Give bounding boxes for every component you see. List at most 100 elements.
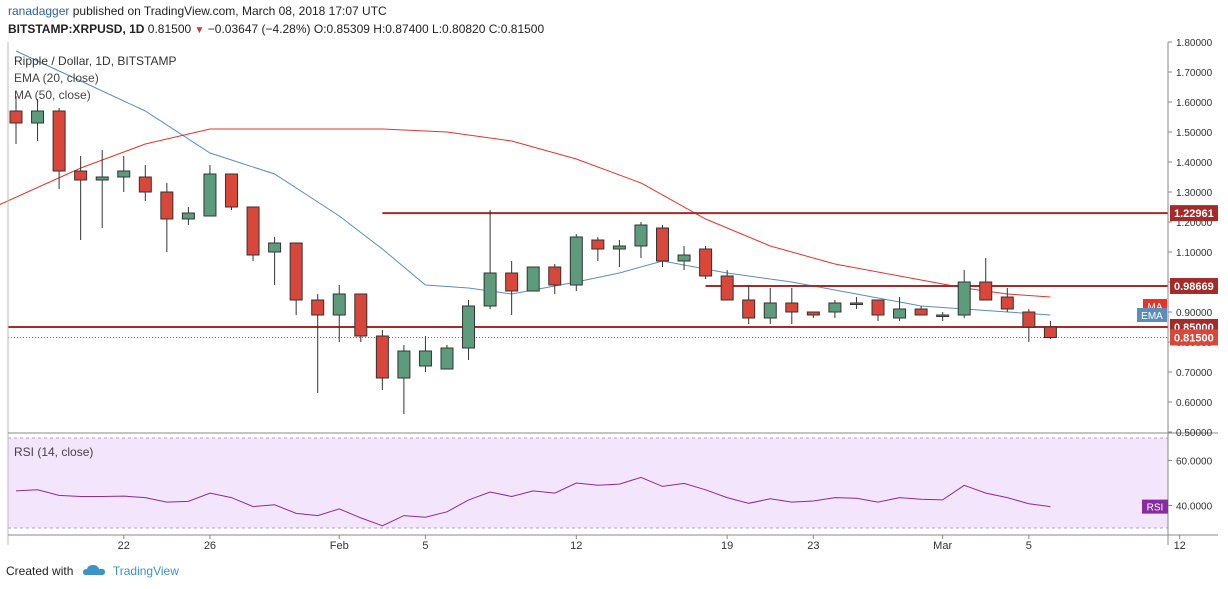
chart-header: ranadagger published on TradingView.com,… (0, 0, 1228, 40)
candle-body (505, 272, 519, 292)
open-label: O: (313, 22, 327, 36)
candle-body (699, 248, 713, 277)
candle[interactable] (440, 345, 454, 370)
candle-body (138, 176, 152, 193)
candle-body (9, 110, 23, 124)
candle-body (677, 254, 691, 262)
candle-body (914, 308, 928, 316)
candle[interactable] (785, 288, 799, 324)
ema-legend[interactable]: EMA (20, close) (14, 71, 99, 85)
candle[interactable] (117, 156, 131, 192)
candle-body (957, 281, 971, 316)
candle-body (936, 314, 950, 317)
candle[interactable] (742, 285, 756, 324)
candle[interactable] (203, 165, 217, 217)
x-tick-label: 26 (204, 540, 216, 552)
candle[interactable] (397, 345, 411, 414)
x-tick-label: 23 (807, 540, 819, 552)
ema-line (15, 50, 1051, 316)
candle-body (806, 311, 820, 316)
candle[interactable] (246, 206, 260, 261)
close-label: C: (488, 22, 501, 36)
candle-body (246, 206, 260, 256)
candle[interactable] (52, 108, 66, 189)
candle[interactable] (375, 330, 389, 390)
candle[interactable] (634, 222, 648, 258)
candle[interactable] (289, 242, 303, 315)
y-tick-label: 1.60000 (1176, 98, 1213, 109)
candle[interactable] (526, 266, 540, 292)
candle-body (634, 224, 648, 247)
ma-line (0, 128, 1051, 298)
candle[interactable] (979, 258, 993, 301)
x-tick-label: 5 (422, 540, 428, 552)
candle[interactable] (677, 246, 691, 270)
candle[interactable] (806, 311, 820, 318)
high-label: H: (373, 22, 386, 36)
candle[interactable] (74, 156, 88, 240)
candle[interactable] (332, 285, 346, 342)
price-change: −0.03647 (−4.28%) (207, 22, 311, 36)
level-tag (1170, 205, 1218, 222)
candle[interactable] (612, 240, 626, 267)
down-arrow-icon: ▼ (194, 25, 205, 36)
candle[interactable] (828, 300, 842, 318)
ma-legend[interactable]: MA (50, close) (14, 88, 91, 102)
candle[interactable] (462, 300, 476, 360)
low-value: 0.80820 (442, 22, 486, 36)
y-tick-label: 0.50000 (1176, 428, 1213, 439)
price-chart[interactable]: 22 26 Feb 5 12 19 23 Mar 5 12 0.50000 0.60000 0.7000… (0, 0, 1228, 560)
candle[interactable] (354, 293, 368, 342)
candle[interactable] (418, 336, 432, 372)
candle[interactable] (138, 165, 152, 201)
candle[interactable] (569, 234, 583, 291)
candle-body (332, 293, 346, 316)
candle[interactable] (849, 297, 863, 309)
tradingview-link[interactable]: TradingView (112, 564, 179, 578)
open-value: 0.85309 (326, 22, 370, 36)
candle-body (569, 236, 583, 286)
publish-info: published on TradingView.com, March 08, … (72, 4, 387, 18)
candle[interactable] (505, 261, 519, 315)
candle[interactable] (914, 306, 928, 316)
price-pane[interactable] (0, 50, 1168, 414)
candle-body (181, 212, 195, 220)
ema-tag-label: EMA (1141, 311, 1163, 322)
candle-body (656, 227, 669, 262)
candle[interactable] (936, 312, 950, 321)
candle[interactable] (9, 96, 23, 144)
symbol-label: BITSTAMP:XRPUSD, 1D (8, 22, 145, 36)
chart-title: Ripple / Dollar, 1D, BITSTAMP (14, 54, 177, 68)
candle-body (742, 299, 756, 319)
candle[interactable] (1000, 288, 1014, 312)
candle-body (785, 302, 799, 313)
candle[interactable] (656, 225, 669, 267)
candle[interactable] (871, 299, 885, 321)
candle[interactable] (181, 207, 195, 225)
candle-body (828, 302, 842, 313)
candle[interactable] (699, 246, 713, 279)
y-tick-label: 1.30000 (1176, 188, 1213, 199)
candle[interactable] (31, 99, 45, 141)
candle[interactable] (763, 288, 777, 324)
candle[interactable] (311, 294, 325, 393)
rsi-legend[interactable]: RSI (14, close) (14, 445, 93, 459)
candle[interactable] (893, 297, 907, 321)
candle[interactable] (957, 270, 971, 318)
candle[interactable] (1022, 309, 1036, 342)
candle[interactable] (483, 210, 497, 309)
candle[interactable] (95, 150, 109, 228)
candle-body (397, 350, 411, 379)
candle[interactable] (591, 237, 605, 261)
candle[interactable] (225, 173, 238, 210)
ema-tag (1137, 308, 1167, 322)
candle[interactable] (268, 237, 282, 285)
rsi-pane[interactable] (8, 437, 1168, 529)
candle[interactable] (160, 183, 174, 252)
candle[interactable] (548, 264, 562, 294)
author-link[interactable]: ranadagger (8, 4, 70, 18)
candle[interactable] (1043, 321, 1057, 339)
x-tick-label: Feb (330, 540, 349, 552)
candle[interactable] (720, 270, 734, 301)
candle-body (720, 275, 734, 301)
